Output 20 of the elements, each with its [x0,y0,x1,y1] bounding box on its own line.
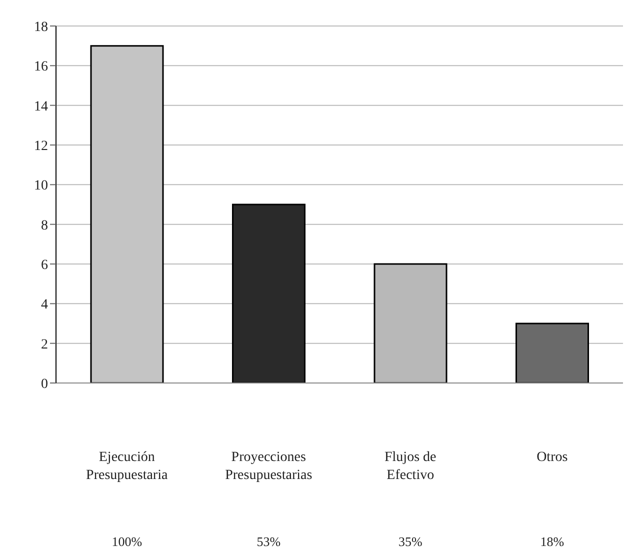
y-tick-label: 4 [41,298,48,313]
x-tick-label: Proyecciones Presupuestarias [225,450,312,483]
y-tick-label: 18 [34,20,48,35]
y-tick-label: 0 [41,376,48,392]
text: 53% [256,534,281,549]
y-tick-label: 8 [41,218,48,234]
x-tick-label: Flujos de Efectivo [384,450,436,483]
x-tick-label: Ejecución Presupuestaria [86,450,168,483]
y-tick-label: 6 [41,258,48,273]
x-tick-label: Otros [536,450,568,465]
y-tick-label: 10 [34,178,48,194]
text: 100% [112,534,142,549]
y-tick-label: 2 [41,337,48,352]
y-tick-label: 12 [34,138,48,154]
y-tick-label: 14 [34,99,48,114]
y-tick-label: 16 [34,60,48,75]
text: 35% [398,534,422,549]
bar [516,322,589,383]
text: 18% [540,534,564,549]
bar [232,204,306,383]
